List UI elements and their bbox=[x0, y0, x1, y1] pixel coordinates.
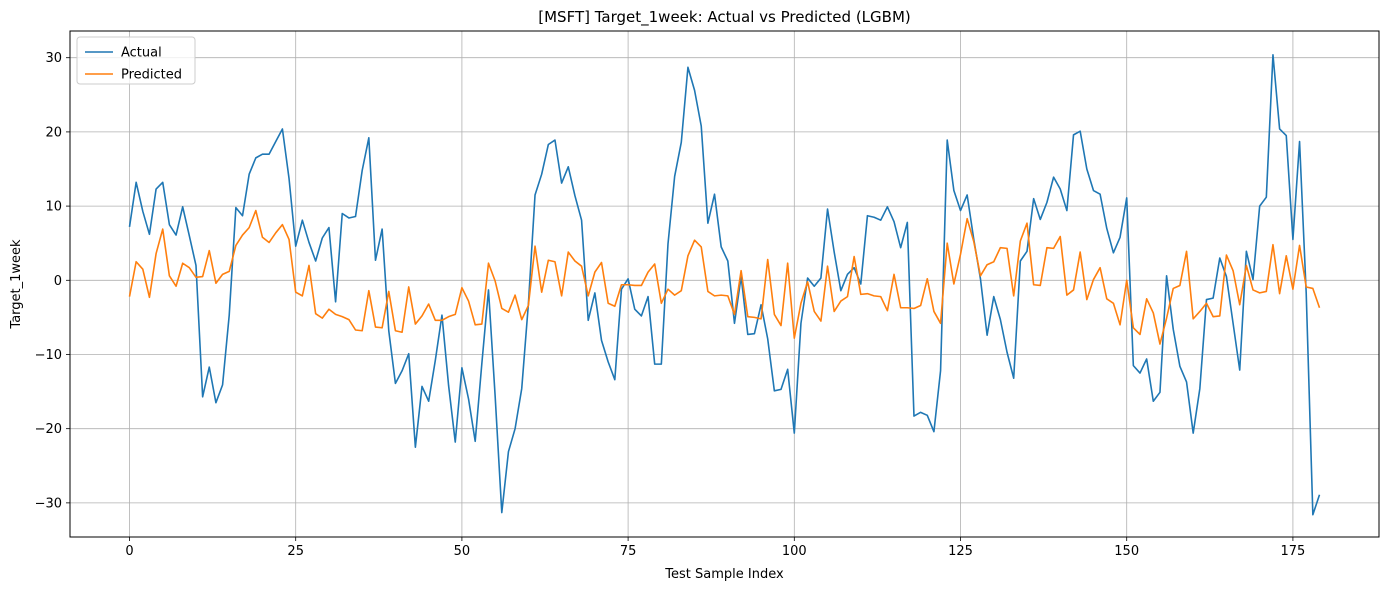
legend-box bbox=[76, 36, 196, 85]
y-tick-label: 10 bbox=[45, 200, 62, 215]
chart-title: [MSFT] Target_1week: Actual vs Predicted… bbox=[538, 8, 910, 27]
x-tick-label: 125 bbox=[948, 544, 973, 559]
x-tick-label: 100 bbox=[782, 544, 807, 559]
x-tick-label: 0 bbox=[125, 544, 133, 559]
series-line-actual bbox=[128, 53, 1321, 516]
series-line-predicted bbox=[128, 209, 1321, 345]
y-axis-label: Target_1week bbox=[9, 239, 24, 330]
series-lines bbox=[128, 53, 1321, 516]
plot-frame bbox=[69, 30, 1380, 538]
y-tick-label: 20 bbox=[45, 125, 62, 140]
x-tick-label: 50 bbox=[454, 544, 471, 559]
x-tick-label: 75 bbox=[620, 544, 637, 559]
x-tick-label: 25 bbox=[287, 544, 304, 559]
legend: Actual Predicted bbox=[76, 36, 196, 85]
x-axis-label: Test Sample Index bbox=[664, 567, 784, 582]
legend-label-predicted: Predicted bbox=[121, 68, 182, 83]
y-tick-label: −30 bbox=[35, 496, 62, 511]
y-tick-label: −10 bbox=[35, 348, 62, 363]
x-tick-label: 175 bbox=[1280, 544, 1305, 559]
ticks: 0 25 50 75 100 125 150 175 −30 −20 −10 0 10 20 30 bbox=[35, 51, 1306, 559]
x-tick-label: 150 bbox=[1114, 544, 1139, 559]
y-tick-label: 30 bbox=[45, 51, 62, 66]
y-tick-label: 0 bbox=[54, 274, 62, 289]
y-tick-label: −20 bbox=[35, 422, 62, 437]
legend-label-actual: Actual bbox=[121, 46, 162, 61]
grid bbox=[70, 31, 1379, 537]
